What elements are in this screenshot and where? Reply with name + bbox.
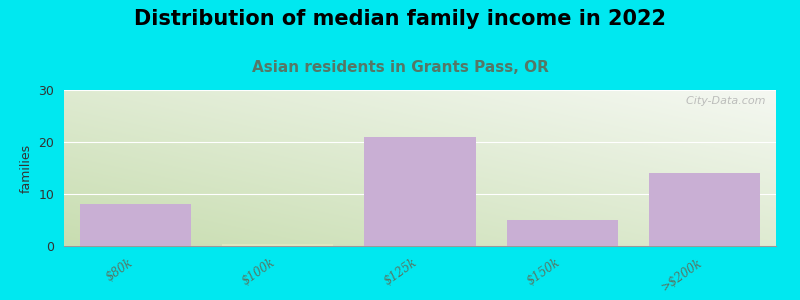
Bar: [365, 137, 475, 246]
Bar: [80, 204, 190, 246]
Text: Distribution of median family income in 2022: Distribution of median family income in …: [134, 9, 666, 29]
Text: City-Data.com: City-Data.com: [679, 96, 766, 106]
Text: Asian residents in Grants Pass, OR: Asian residents in Grants Pass, OR: [251, 60, 549, 75]
Bar: [507, 220, 618, 246]
Y-axis label: families: families: [20, 143, 33, 193]
Bar: [650, 173, 760, 246]
Bar: [222, 244, 333, 246]
